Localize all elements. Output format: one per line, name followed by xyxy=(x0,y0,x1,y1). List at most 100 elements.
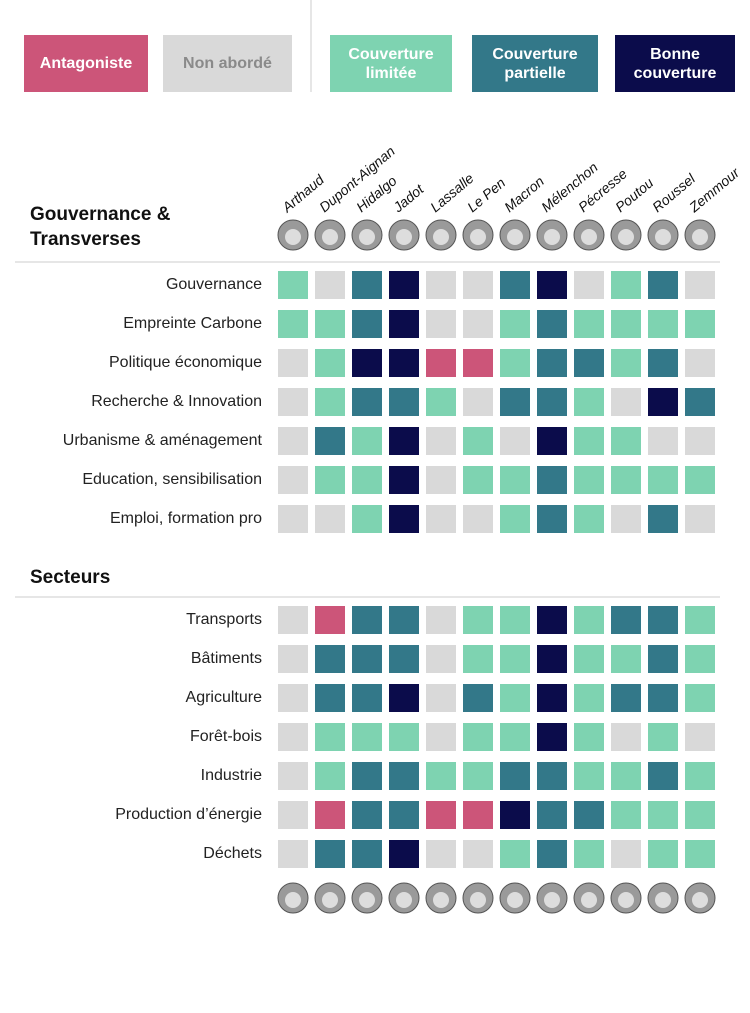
cell xyxy=(352,349,382,377)
candidate-photo-face xyxy=(507,892,523,908)
candidate-photo-face xyxy=(359,892,375,908)
candidate-photo-face xyxy=(433,892,449,908)
cell xyxy=(537,388,567,416)
cell xyxy=(278,388,308,416)
cell xyxy=(574,645,604,673)
legend-entry: Antagoniste xyxy=(24,35,148,92)
legend-entry: Couverture partielle xyxy=(472,35,598,92)
cell xyxy=(537,466,567,494)
cell xyxy=(537,645,567,673)
cell xyxy=(648,645,678,673)
cell xyxy=(574,388,604,416)
cell xyxy=(463,684,493,712)
cell xyxy=(426,840,456,868)
cell xyxy=(389,801,419,829)
cell xyxy=(500,684,530,712)
candidate-photo-face xyxy=(618,229,634,245)
cell xyxy=(500,645,530,673)
cell xyxy=(278,645,308,673)
cell xyxy=(389,310,419,338)
section-title: Gouvernance & Transverses xyxy=(30,204,171,250)
row-label: Education, sensibilisation xyxy=(82,471,262,488)
candidate-photo-face xyxy=(581,892,597,908)
row-label: Forêt-bois xyxy=(190,728,262,745)
cell xyxy=(352,427,382,455)
cell xyxy=(685,723,715,751)
candidate-photo-face xyxy=(285,229,301,245)
cell xyxy=(463,645,493,673)
cell xyxy=(352,840,382,868)
cell xyxy=(352,466,382,494)
cell xyxy=(463,466,493,494)
legend-entry: Bonne couverture xyxy=(615,35,735,92)
cell xyxy=(611,684,641,712)
cell xyxy=(426,505,456,533)
cell xyxy=(685,466,715,494)
cell xyxy=(574,801,604,829)
cell xyxy=(537,310,567,338)
row-label: Gouvernance xyxy=(166,276,262,293)
cell xyxy=(611,349,641,377)
cell xyxy=(389,271,419,299)
cell xyxy=(389,466,419,494)
cell xyxy=(278,466,308,494)
candidate-photo-face xyxy=(544,229,560,245)
cell xyxy=(648,606,678,634)
cell xyxy=(463,840,493,868)
cell xyxy=(500,723,530,751)
row-label: Politique économique xyxy=(109,354,262,371)
candidate-photo-face xyxy=(655,892,671,908)
cell xyxy=(315,606,345,634)
cell xyxy=(463,505,493,533)
cell xyxy=(426,349,456,377)
cell xyxy=(685,840,715,868)
cell xyxy=(611,723,641,751)
row-label: Recherche & Innovation xyxy=(91,393,262,410)
cell xyxy=(389,349,419,377)
cell xyxy=(648,840,678,868)
cell xyxy=(537,349,567,377)
cell xyxy=(574,310,604,338)
cell xyxy=(352,762,382,790)
cell xyxy=(500,801,530,829)
cell xyxy=(685,684,715,712)
cell xyxy=(389,684,419,712)
cell xyxy=(315,505,345,533)
cell xyxy=(463,271,493,299)
cell xyxy=(426,645,456,673)
cell xyxy=(500,349,530,377)
cell xyxy=(278,427,308,455)
cell xyxy=(278,349,308,377)
cell xyxy=(574,840,604,868)
cell xyxy=(426,801,456,829)
cell xyxy=(537,271,567,299)
cell xyxy=(648,801,678,829)
cell xyxy=(648,388,678,416)
cell xyxy=(352,505,382,533)
cell xyxy=(426,271,456,299)
cell xyxy=(500,388,530,416)
cell xyxy=(685,505,715,533)
cell xyxy=(278,310,308,338)
cell xyxy=(685,762,715,790)
cell xyxy=(648,310,678,338)
cell xyxy=(537,723,567,751)
cell xyxy=(389,606,419,634)
cell xyxy=(389,505,419,533)
cell xyxy=(389,388,419,416)
cell xyxy=(574,505,604,533)
candidate-name: Zemmour xyxy=(685,164,743,216)
cell xyxy=(389,427,419,455)
candidate-photo-face xyxy=(618,892,634,908)
cell xyxy=(315,388,345,416)
cell xyxy=(574,427,604,455)
cell xyxy=(278,684,308,712)
cell xyxy=(278,840,308,868)
candidate-photo-face xyxy=(322,892,338,908)
row-label: Emploi, formation pro xyxy=(110,510,262,527)
cell xyxy=(352,801,382,829)
candidate-photo-face xyxy=(359,229,375,245)
cell xyxy=(574,684,604,712)
candidate-photo-face xyxy=(433,229,449,245)
